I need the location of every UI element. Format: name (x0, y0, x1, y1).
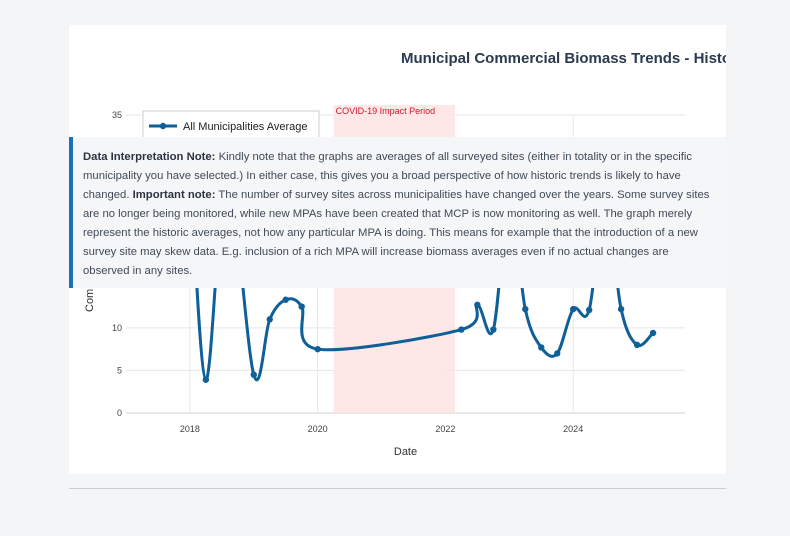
data-point (617, 305, 625, 313)
y-tick-label: 35 (112, 110, 122, 120)
note-text-interpretation: Kindly note that the graphs are averages… (83, 151, 693, 201)
y-tick-label: 10 (112, 323, 122, 333)
x-tick-label: 2020 (308, 424, 328, 434)
data-point (282, 296, 289, 303)
data-point (522, 305, 529, 313)
data-point (554, 350, 561, 357)
chart-title: Municipal Commercial Biomass Trends - Hi… (401, 50, 726, 67)
y-tick-label: 5 (117, 365, 122, 375)
note-text-important: The number of survey sites across munici… (83, 189, 710, 277)
data-point (458, 326, 465, 333)
legend-marker (159, 122, 167, 130)
data-point (314, 345, 321, 353)
data-point (266, 316, 273, 323)
data-point (633, 341, 641, 349)
x-tick-label: 2018 (180, 424, 200, 434)
x-tick-label: 2024 (563, 424, 583, 434)
data-point (570, 305, 577, 313)
data-point (585, 306, 593, 314)
data-point (474, 301, 481, 309)
data-point (490, 326, 497, 333)
x-tick-label: 2022 (435, 424, 455, 434)
legend[interactable]: All Municipalities Average (142, 110, 320, 142)
y-tick-label: 0 (117, 408, 122, 418)
note-label-interpretation: Data Interpretation Note: (83, 151, 216, 163)
data-point (538, 344, 545, 351)
data-interpretation-note: Data Interpretation Note: Kindly note th… (69, 137, 726, 288)
data-point (298, 303, 305, 310)
data-point (250, 371, 257, 378)
covid-period-label: COVID-19 Impact Period (336, 106, 436, 116)
y-axis-title: Com (84, 289, 96, 312)
x-axis-title: Date (394, 446, 417, 458)
data-point (649, 329, 657, 337)
note-label-important: Important note: (132, 189, 216, 201)
legend-label: All Municipalities Average (183, 121, 308, 133)
axis-layer: 0 5 10 35 2018 2020 2022 2024 (112, 110, 583, 434)
divider (69, 488, 726, 489)
data-point (202, 376, 210, 383)
